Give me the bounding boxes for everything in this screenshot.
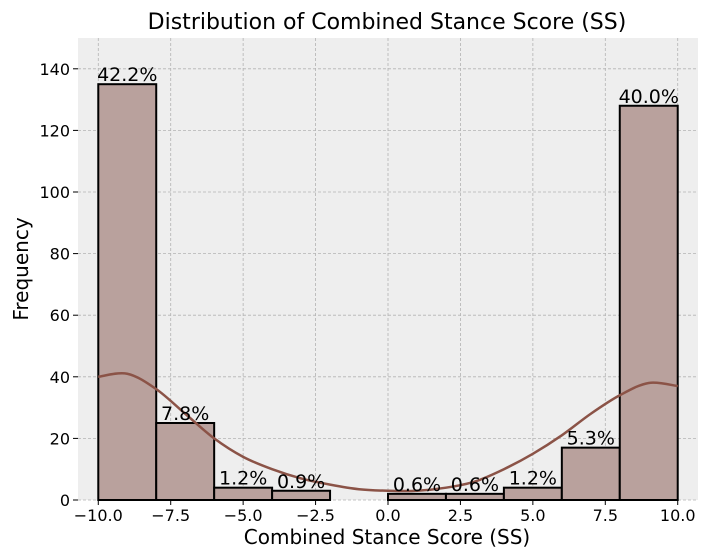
bar-label-3: 0.9% [277, 471, 325, 493]
y-tick-label-7: 140 [39, 60, 70, 79]
x-tick-label-1: −7.5 [151, 506, 190, 525]
y-tick-label-2: 40 [50, 368, 70, 387]
y-tick-label-3: 60 [50, 306, 70, 325]
y-axis-label: Frequency [9, 217, 33, 320]
x-axis-label: Combined Stance Score (SS) [244, 525, 530, 549]
bar-label-2: 1.2% [219, 468, 267, 490]
bar-label-0: 42.2% [97, 64, 157, 86]
bars [97, 83, 679, 502]
bar-label-1: 7.8% [161, 403, 209, 425]
y-tick-label-1: 20 [50, 429, 70, 448]
y-tick-label-0: 0 [60, 491, 70, 510]
kde-curve [98, 371, 678, 493]
bar-3 [271, 489, 332, 502]
bar-1 [155, 422, 216, 501]
x-tick-label-2: −5.0 [224, 506, 263, 525]
bar-label-9: 40.0% [619, 86, 679, 108]
bar-8 [560, 446, 621, 502]
y-tick-label-6: 120 [39, 121, 70, 140]
bar-9 [618, 104, 679, 501]
x-tick-label-6: 5.0 [520, 506, 545, 525]
x-tick-label-7: 7.5 [593, 506, 618, 525]
bar-0 [97, 83, 158, 501]
chart-title: Distribution of Combined Stance Score (S… [148, 10, 627, 35]
x-tick-label-3: −2.5 [296, 506, 335, 525]
bar-label-6: 0.6% [451, 474, 499, 496]
y-axis-ticks: 0 20 40 60 80 100 120 140 [39, 60, 78, 510]
bar-label-7: 1.2% [509, 468, 557, 490]
y-tick-label-5: 100 [39, 183, 70, 202]
bar-label-5: 0.6% [393, 474, 441, 496]
x-tick-label-8: 10.0 [660, 506, 696, 525]
x-tick-label-5: 2.5 [448, 506, 473, 525]
x-tick-label-0: −10.0 [74, 506, 123, 525]
data-labels: 42.2% 7.8% 1.2% 0.9% 0.6% 0.6% 1.2% 5.3% 40.0% [97, 64, 679, 496]
x-tick-label-4: 0.0 [375, 506, 400, 525]
y-tick-label-4: 80 [50, 245, 70, 264]
bar-label-8: 5.3% [567, 428, 615, 450]
x-axis-ticks: −10.0 −7.5 −5.0 −2.5 0.0 2.5 5.0 7.5 10.0 [74, 500, 696, 525]
